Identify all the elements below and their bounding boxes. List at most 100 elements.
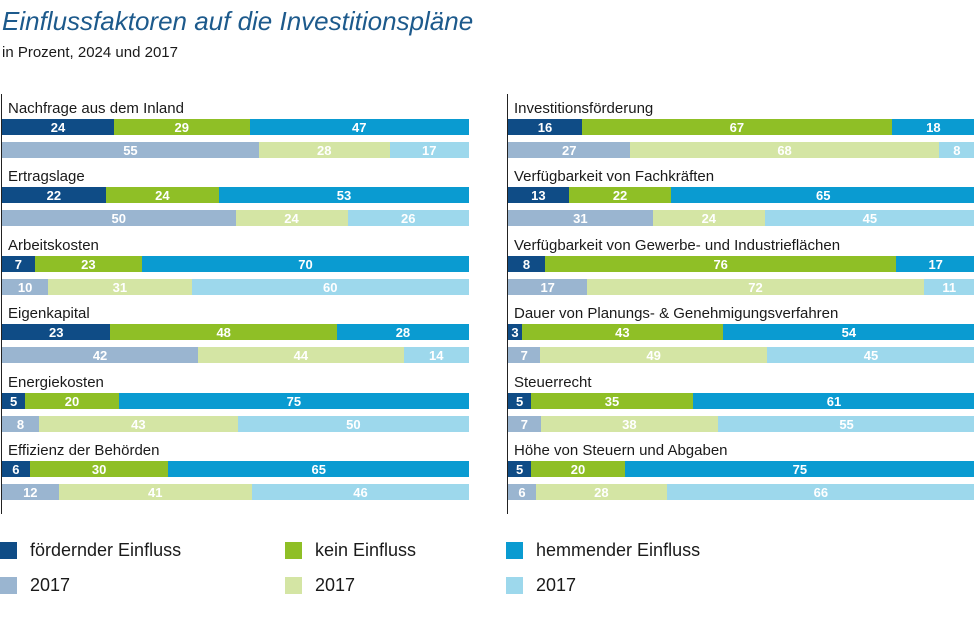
bar-2024: 24 29 47 [2, 119, 469, 135]
bar-2017: 50 24 26 [2, 210, 469, 226]
bar-segment-hemmend: 50 [237, 416, 469, 432]
bar-segment-hemmend: 54 [722, 324, 974, 340]
bar-group: Ertragslage 22 24 53 50 24 26 [2, 162, 469, 230]
chart-title: Einflussfaktoren auf die Investitionsplä… [2, 6, 474, 36]
bar-group: Nachfrage aus dem Inland 24 29 47 55 28 17 [2, 94, 469, 162]
legend-swatch [0, 542, 17, 559]
bar-segment-kein-einfluss: 20 [25, 393, 119, 409]
bar-group: Steuerrecht 5 35 61 7 38 55 [508, 368, 974, 436]
chart-subtitle: in Prozent, 2024 und 2017 [2, 44, 178, 61]
bar-segment-kein-einfluss: 28 [258, 142, 390, 158]
bar-segment-hemmend: 8 [938, 142, 974, 158]
category-label: Eigenkapital [8, 305, 90, 322]
bar-segment-foerdernd: 50 [2, 210, 236, 226]
bar-2024: 6 30 65 [2, 461, 469, 477]
bar-2024: 7 23 70 [2, 256, 469, 272]
bar-2017: 7 49 45 [508, 347, 974, 363]
bar-2017: 7 38 55 [508, 416, 974, 432]
bar-segment-kein-einfluss: 38 [540, 416, 719, 432]
bar-segment-hemmend: 45 [766, 347, 974, 363]
bar-segment-hemmend: 14 [403, 347, 469, 363]
bar-segment-foerdernd: 7 [508, 416, 541, 432]
legend-item: hemmender Einfluss [506, 540, 700, 561]
bar-segment-kein-einfluss: 76 [544, 256, 897, 272]
category-label: Nachfrage aus dem Inland [8, 100, 184, 117]
bar-segment-hemmend: 75 [118, 393, 469, 409]
bar-2024: 22 24 53 [2, 187, 469, 203]
category-label: Dauer von Planungs- & Genehmigungsverfah… [514, 305, 839, 322]
bar-segment-kein-einfluss: 29 [114, 119, 250, 135]
legend-label: hemmender Einfluss [536, 540, 701, 560]
bar-segment-foerdernd: 8 [2, 416, 39, 432]
bar-segment-hemmend: 11 [923, 279, 974, 295]
bar-segment-foerdernd: 5 [508, 393, 532, 409]
category-label: Investitionsförderung [514, 100, 654, 117]
bar-segment-foerdernd: 3 [508, 324, 522, 340]
bar-segment-foerdernd: 13 [508, 187, 569, 203]
category-label: Verfügbarkeit von Gewerbe- und Industrie… [514, 237, 841, 254]
bar-group: Arbeitskosten 7 23 70 10 31 60 [2, 231, 469, 299]
bar-segment-kein-einfluss: 30 [29, 461, 169, 477]
bar-segment-kein-einfluss: 43 [522, 324, 723, 340]
legend-swatch [285, 577, 302, 594]
bar-segment-hemmend: 26 [347, 210, 469, 226]
bar-segment-hemmend: 55 [718, 416, 974, 432]
legend-item: 2017 [285, 575, 355, 596]
chart-panel-right: Investitionsförderung 16 67 18 27 68 8 Verfügba… [507, 94, 974, 514]
bar-segment-kein-einfluss: 24 [105, 187, 219, 203]
bar-segment-foerdernd: 6 [2, 461, 30, 477]
bar-segment-foerdernd: 31 [508, 210, 653, 226]
bar-segment-foerdernd: 12 [2, 484, 59, 500]
bar-segment-foerdernd: 23 [2, 324, 111, 340]
chart-legend: fördernder Einfluss kein Einfluss hemmende… [0, 538, 974, 608]
bar-segment-foerdernd: 42 [2, 347, 199, 363]
category-label: Energiekosten [8, 374, 104, 391]
bar-2017: 27 68 8 [508, 142, 974, 158]
category-label: Effizienz der Behörden [8, 442, 160, 459]
legend-swatch [506, 542, 523, 559]
legend-swatch [0, 577, 17, 594]
bar-2017: 8 43 50 [2, 416, 469, 432]
bar-segment-kein-einfluss: 44 [198, 347, 404, 363]
bar-2024: 5 20 75 [2, 393, 469, 409]
bar-segment-hemmend: 70 [142, 256, 469, 272]
bar-segment-hemmend: 61 [692, 393, 974, 409]
chart-panel-left: Nachfrage aus dem Inland 24 29 47 55 28 17 Ertr… [1, 94, 469, 514]
bar-segment-kein-einfluss: 41 [58, 484, 252, 500]
legend-label: kein Einfluss [315, 540, 417, 560]
legend-item: kein Einfluss [285, 540, 416, 561]
legend-item: 2017 [506, 575, 576, 596]
bar-2024: 13 22 65 [508, 187, 974, 203]
bar-2017: 12 41 46 [2, 484, 469, 500]
category-label: Steuerrecht [514, 374, 592, 391]
bar-segment-hemmend: 18 [891, 119, 974, 135]
category-label: Arbeitskosten [8, 237, 99, 254]
bar-2017: 31 24 45 [508, 210, 974, 226]
bar-segment-foerdernd: 5 [508, 461, 532, 477]
bar-group: Energiekosten 5 20 75 8 43 50 [2, 368, 469, 436]
bar-segment-hemmend: 45 [764, 210, 974, 226]
legend-swatch [285, 542, 302, 559]
legend-item: 2017 [0, 575, 70, 596]
bar-segment-kein-einfluss: 22 [568, 187, 672, 203]
bar-segment-kein-einfluss: 24 [652, 210, 765, 226]
bar-segment-foerdernd: 5 [2, 393, 26, 409]
bar-segment-hemmend: 47 [249, 119, 469, 135]
bar-segment-foerdernd: 27 [508, 142, 631, 158]
bar-segment-kein-einfluss: 31 [48, 279, 192, 295]
bar-2017: 6 28 66 [508, 484, 974, 500]
bar-2024: 5 35 61 [508, 393, 974, 409]
bar-segment-kein-einfluss: 67 [581, 119, 892, 135]
bar-segment-foerdernd: 10 [2, 279, 49, 295]
bar-group: Höhe von Steuern und Abgaben 5 20 75 6 28 66 [508, 436, 974, 504]
bar-segment-kein-einfluss: 35 [531, 393, 693, 409]
bar-segment-foerdernd: 16 [508, 119, 582, 135]
bar-2024: 16 67 18 [508, 119, 974, 135]
bar-segment-foerdernd: 7 [508, 347, 541, 363]
category-label: Höhe von Steuern und Abgaben [514, 442, 728, 459]
bar-segment-foerdernd: 8 [508, 256, 545, 272]
bar-2017: 17 72 11 [508, 279, 974, 295]
bar-segment-kein-einfluss: 24 [235, 210, 348, 226]
bar-segment-foerdernd: 7 [2, 256, 35, 272]
category-label: Ertragslage [8, 168, 85, 185]
